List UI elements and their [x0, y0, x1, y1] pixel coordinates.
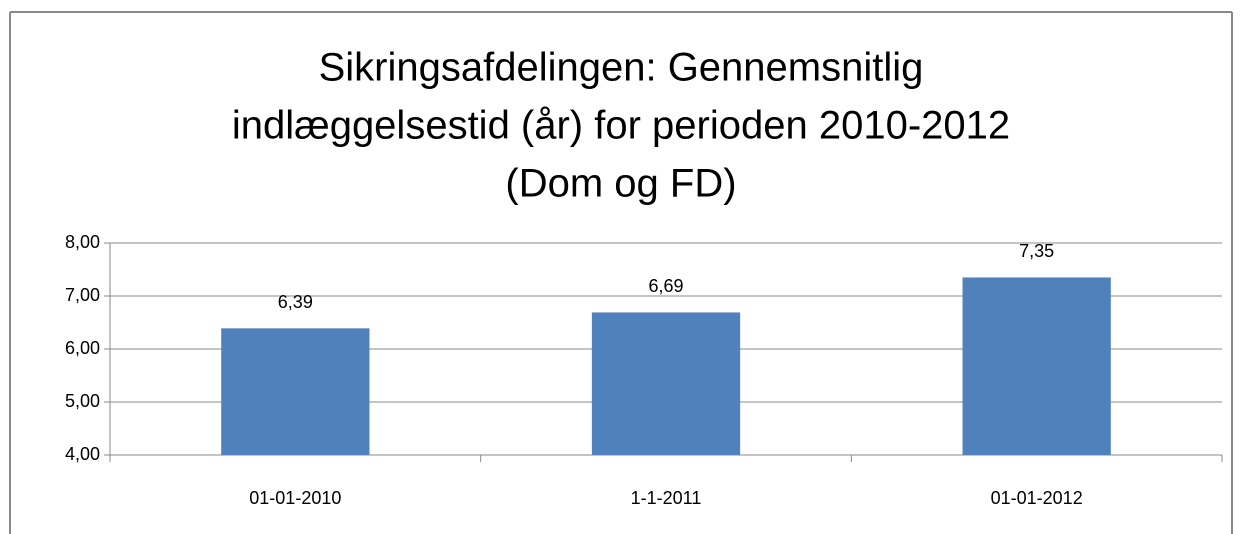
data-label: 6,69: [648, 276, 683, 296]
chart-title: Sikringsafdelingen: Gennemsnitlig: [319, 46, 924, 90]
x-tick-label: 01-01-2012: [991, 488, 1083, 508]
x-tick-label: 1-1-2011: [631, 488, 702, 508]
y-tick-label: 6,00: [65, 338, 100, 358]
bar: [221, 328, 370, 455]
y-tick-label: 7,00: [65, 285, 100, 305]
y-tick-label: 8,00: [65, 232, 100, 252]
data-label: 7,35: [1019, 241, 1054, 261]
y-tick-label: 5,00: [65, 391, 100, 411]
bar: [962, 277, 1111, 455]
bar: [591, 312, 741, 455]
chart-title: indlæggelsestid (år) for perioden 2010-2…: [232, 104, 1010, 148]
y-tick-label: 4,00: [65, 444, 100, 464]
x-tick-label: 01-01-2010: [249, 488, 341, 508]
data-label: 6,39: [278, 292, 313, 312]
chart-title: (Dom og FD): [505, 162, 736, 206]
